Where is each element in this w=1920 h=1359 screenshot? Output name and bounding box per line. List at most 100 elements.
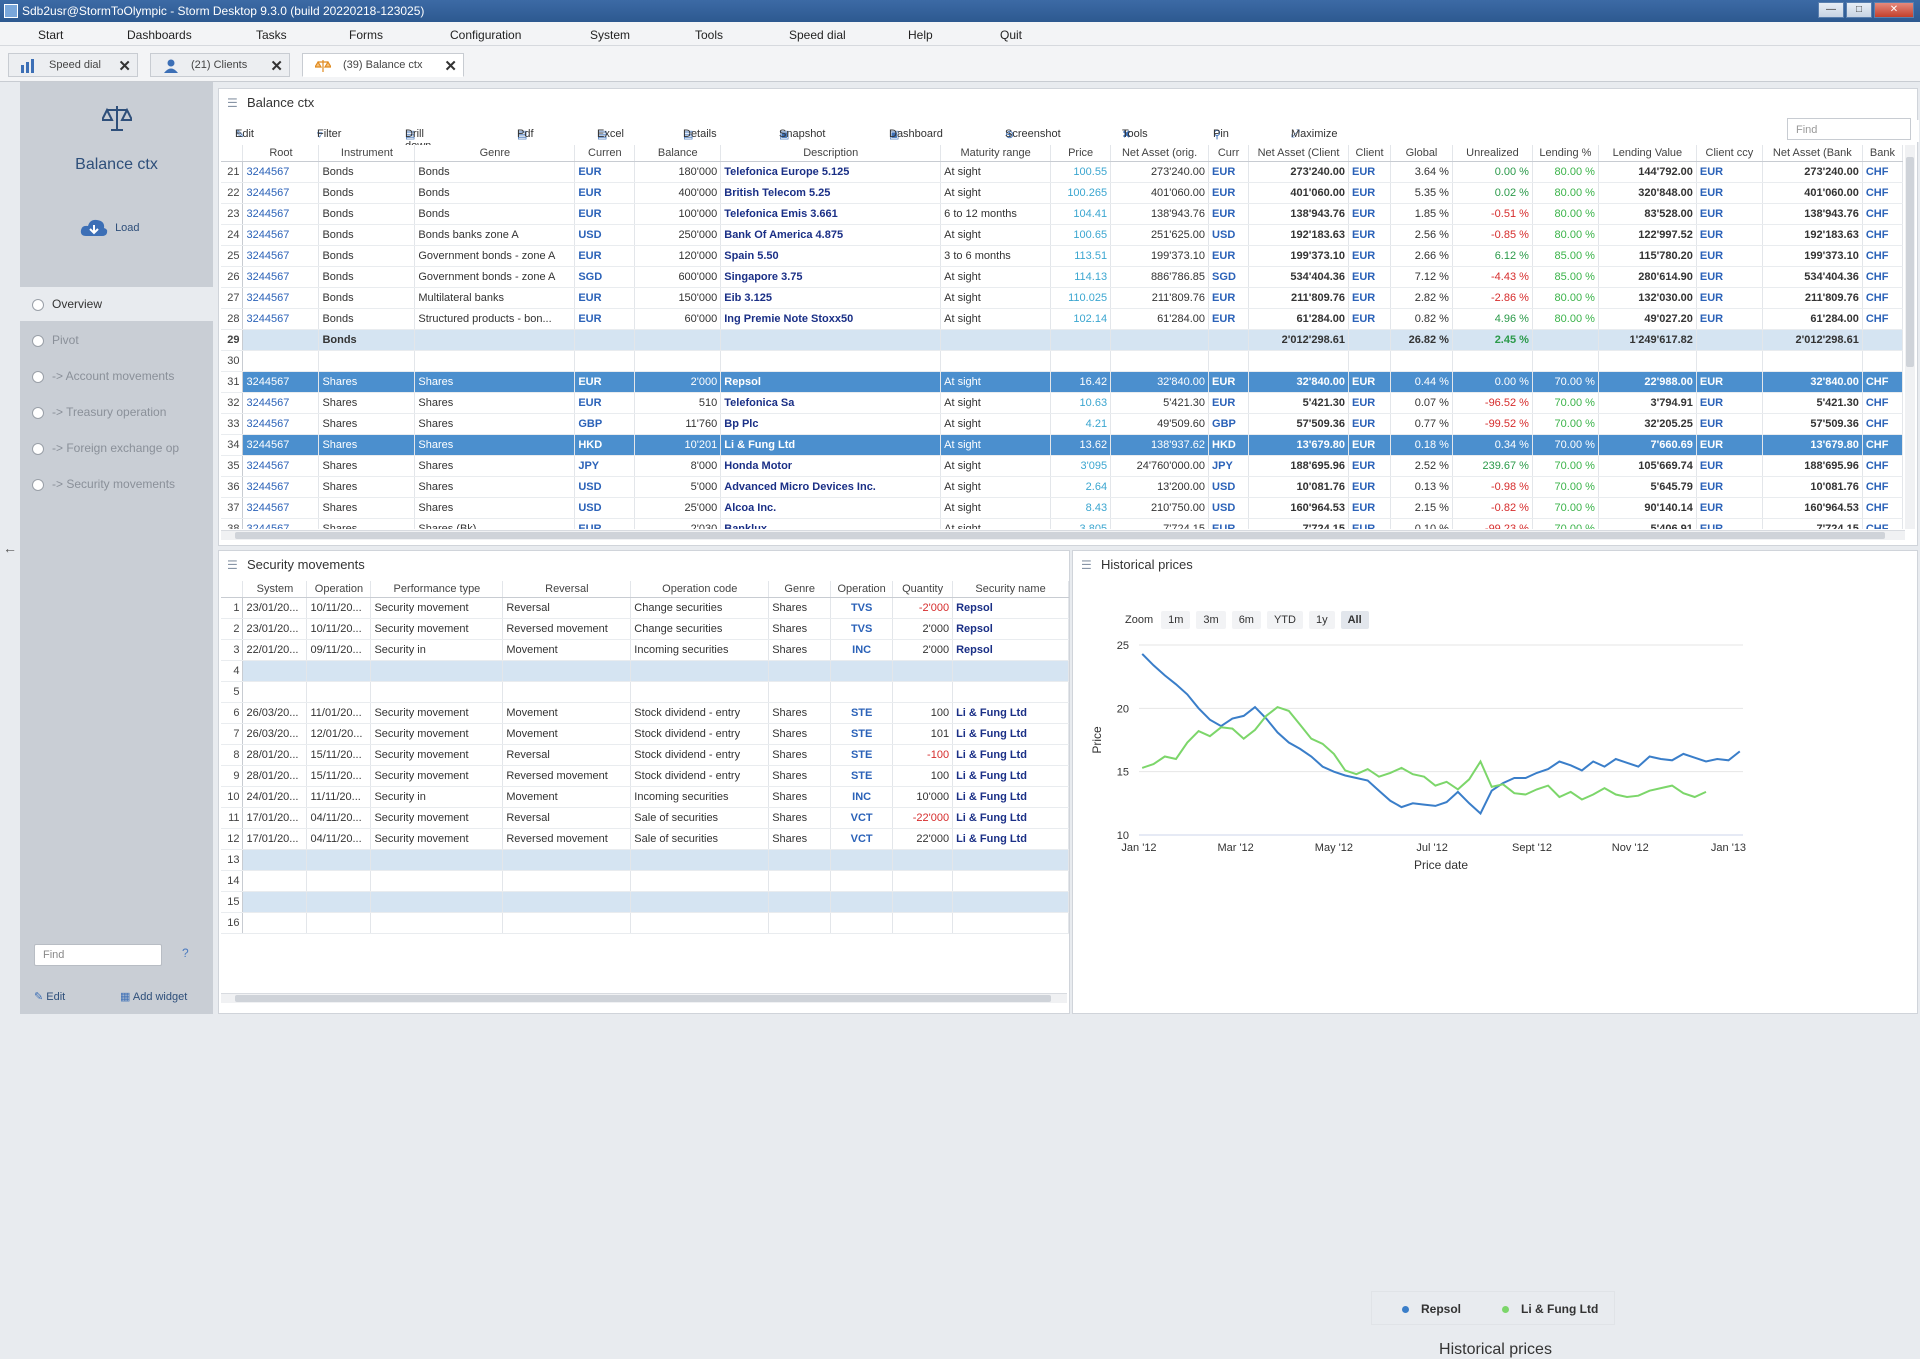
cell-cur[interactable] [574, 329, 636, 351]
cell-ccy[interactable]: EUR [1696, 434, 1763, 456]
cell-g[interactable]: Shares [768, 765, 832, 787]
cell-o[interactable] [830, 681, 894, 703]
cell-genre[interactable]: Shares [414, 497, 576, 519]
cell-curr[interactable]: EUR [1208, 392, 1250, 414]
column-header[interactable]: Curren [574, 145, 636, 162]
cell-cli[interactable]: EUR [1348, 392, 1391, 414]
cell-pt[interactable]: Security in [370, 639, 504, 661]
collapse-sidebar-icon[interactable]: ← [3, 540, 17, 556]
cell-g[interactable] [768, 849, 832, 871]
cell-nac[interactable]: 61'284.00 [1248, 308, 1350, 330]
cell-price[interactable]: 16.42 [1050, 371, 1112, 393]
add-widget-button[interactable]: ▦ Add widget [120, 990, 187, 1003]
cell-op[interactable]: 04/11/20... [306, 807, 372, 829]
cell-lp[interactable]: 80.00 % [1532, 224, 1599, 246]
cell-mat[interactable]: At sight [940, 224, 1052, 246]
column-header[interactable]: Balance [634, 145, 722, 162]
cell-rev[interactable]: Movement [502, 723, 632, 745]
cell-genre[interactable]: Shares [414, 455, 576, 477]
cell-cur[interactable]: SGD [574, 266, 636, 288]
column-header[interactable]: Quantity [892, 581, 954, 598]
cell-root[interactable]: 3244567 [242, 476, 320, 498]
table-row[interactable]: 14 [221, 870, 1069, 892]
cell-g[interactable]: Shares [768, 639, 832, 661]
cell-s[interactable] [952, 912, 1069, 934]
cell-cur[interactable]: GBP [574, 413, 636, 435]
cell-genre[interactable]: Shares [414, 413, 576, 435]
cell-rev[interactable] [502, 912, 632, 934]
cell-genre[interactable] [414, 350, 576, 372]
cell-desc[interactable]: Advanced Micro Devices Inc. [720, 476, 942, 498]
cell-desc[interactable]: Telefonica Europe 5.125 [720, 161, 942, 183]
cell-bal[interactable]: 180'000 [634, 161, 722, 183]
cell-s[interactable]: Repsol [952, 597, 1069, 619]
column-header[interactable]: Lending % [1532, 145, 1599, 162]
cell-genre[interactable]: Shares [414, 371, 576, 393]
cell-desc[interactable]: Telefonica Emis 3.661 [720, 203, 942, 225]
table-row[interactable]: 4 [221, 660, 1069, 682]
cell-op[interactable]: 10/11/20... [306, 618, 372, 640]
cell-genre[interactable]: Bonds [414, 182, 576, 204]
cell-mat[interactable]: At sight [940, 266, 1052, 288]
cell-bal[interactable]: 2'030 [634, 518, 722, 529]
cell-bank[interactable]: CHF [1862, 266, 1903, 288]
table-row[interactable]: 15 [221, 891, 1069, 913]
column-header[interactable]: Instrument [318, 145, 416, 162]
cell-root[interactable]: 3244567 [242, 287, 320, 309]
table-row[interactable]: 7 26/03/20... 12/01/20... Security movement… [221, 723, 1069, 745]
legend-item[interactable]: Repsol [1402, 1302, 1461, 1316]
cell-rev[interactable]: Reversal [502, 744, 632, 766]
table-row[interactable]: 16 [221, 912, 1069, 934]
cell-pt[interactable] [370, 891, 504, 913]
cell-cli[interactable]: EUR [1348, 161, 1391, 183]
cell-bank[interactable]: CHF [1862, 392, 1903, 414]
cell-lv[interactable]: 132'030.00 [1598, 287, 1697, 309]
cell-op[interactable]: 15/11/20... [306, 744, 372, 766]
cell-inst[interactable]: Shares [318, 476, 416, 498]
cell-oc[interactable] [630, 849, 770, 871]
cell-inst[interactable]: Shares [318, 371, 416, 393]
cell-nac[interactable]: 10'081.76 [1248, 476, 1350, 498]
cell-nao[interactable]: 138'937.62 [1110, 434, 1210, 456]
cell-nac[interactable]: 192'183.63 [1248, 224, 1350, 246]
cell-desc[interactable]: Ing Premie Note Stoxx50 [720, 308, 942, 330]
cell-bal[interactable] [634, 350, 722, 372]
maximize-button[interactable]: □ [1846, 2, 1872, 18]
cell-genre[interactable]: Multilateral banks [414, 287, 576, 309]
cell-lv[interactable]: 5'406.91 [1598, 518, 1697, 529]
cell-q[interactable] [892, 849, 954, 871]
cell-genre[interactable]: Shares (Bk) [414, 518, 576, 529]
legend-item[interactable]: Li & Fung Ltd [1502, 1302, 1598, 1316]
cell-cli[interactable]: EUR [1348, 203, 1391, 225]
cell-genre[interactable]: Bonds [414, 161, 576, 183]
cell-oc[interactable]: Stock dividend - entry [630, 702, 770, 724]
cell-glob[interactable]: 0.82 % [1390, 308, 1453, 330]
cell-lp[interactable]: 80.00 % [1532, 308, 1599, 330]
cell-glob[interactable]: 2.66 % [1390, 245, 1453, 267]
cell-ccy[interactable]: EUR [1696, 308, 1763, 330]
cell-glob[interactable]: 2.52 % [1390, 455, 1453, 477]
tab-clients[interactable]: (21) Clients ✕ [150, 53, 290, 77]
table-row[interactable]: 34 3244567 Shares Shares HKD 10'201 Li & Fung … [221, 434, 1903, 456]
column-header[interactable]: Root [242, 145, 320, 162]
cell-nao[interactable]: 24'760'000.00 [1110, 455, 1210, 477]
cell-bank[interactable]: CHF [1862, 182, 1903, 204]
table-row[interactable]: 1 23/01/20... 10/11/20... Security movement… [221, 597, 1069, 619]
column-header[interactable]: Unrealized [1452, 145, 1533, 162]
cell-pt[interactable] [370, 912, 504, 934]
cell-op[interactable]: 09/11/20... [306, 639, 372, 661]
cell-o[interactable]: STE [830, 765, 894, 787]
cell-sys[interactable]: 17/01/20... [242, 828, 308, 850]
cell-mat[interactable] [940, 329, 1052, 351]
table-row[interactable]: 23 3244567 Bonds Bonds EUR 100'000 Telefonica … [221, 203, 1903, 225]
cell-g[interactable]: Shares [768, 744, 832, 766]
cell-nao[interactable] [1110, 329, 1210, 351]
cell-glob[interactable]: 2.56 % [1390, 224, 1453, 246]
cell-op[interactable]: 10/11/20... [306, 597, 372, 619]
cell-unr[interactable]: 0.02 % [1452, 182, 1533, 204]
cell-price[interactable]: 4.21 [1050, 413, 1112, 435]
cell-rev[interactable] [502, 849, 632, 871]
cell-unr[interactable]: -0.85 % [1452, 224, 1533, 246]
cell-bank[interactable]: CHF [1862, 287, 1903, 309]
cell-mat[interactable]: At sight [940, 455, 1052, 477]
